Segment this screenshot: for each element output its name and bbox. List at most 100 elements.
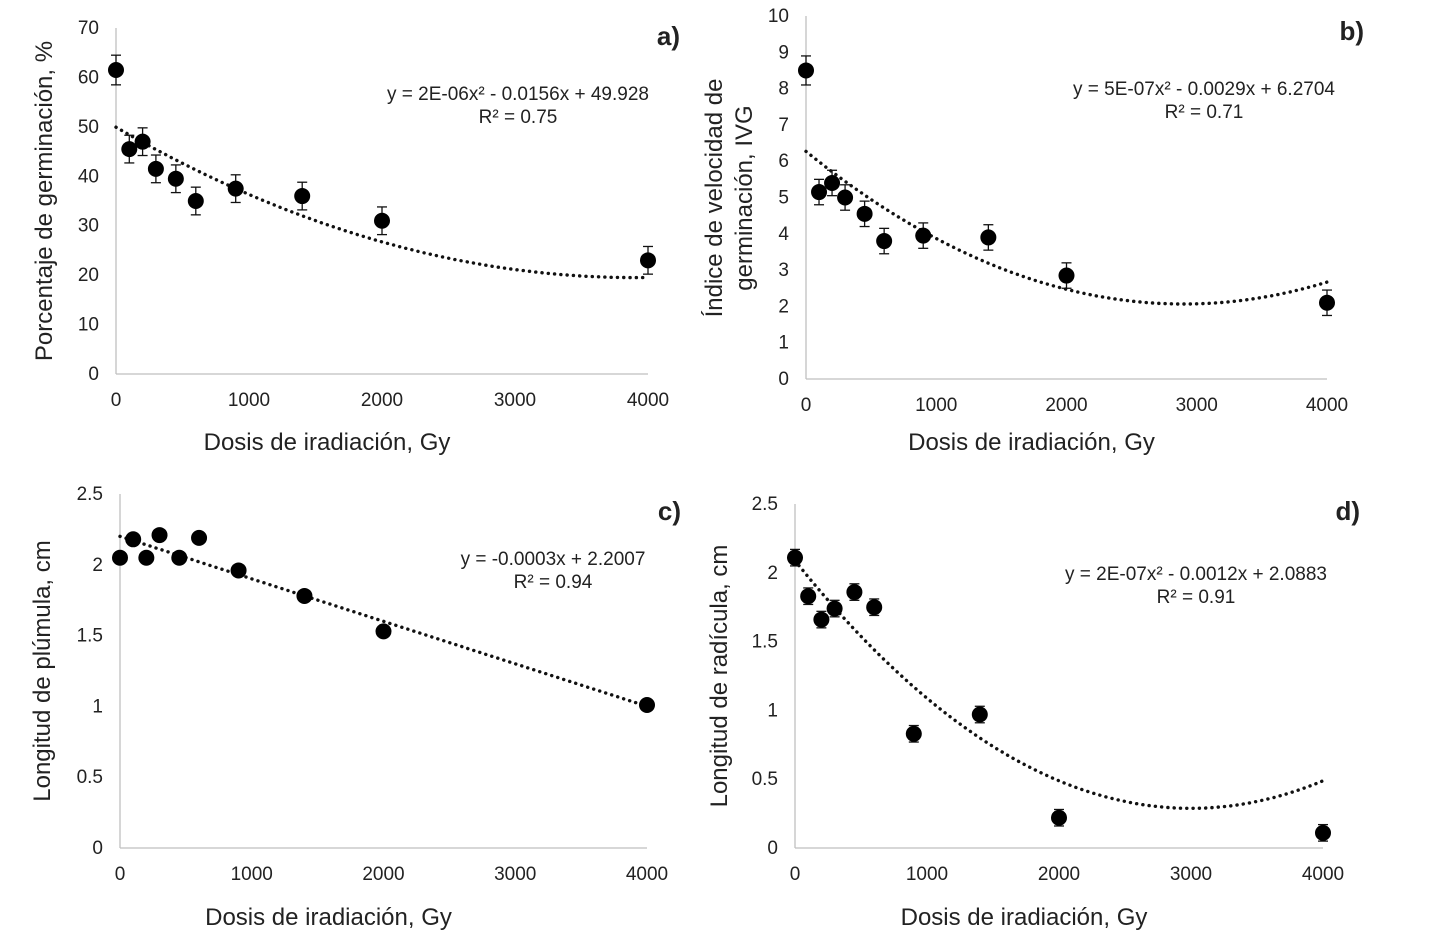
trendline-equation: y = -0.0003x + 2.2007 (461, 549, 646, 570)
trendline-equation: y = 5E-07x² - 0.0029x + 6.2704 (1073, 79, 1335, 100)
x-tick-label: 2000 (1038, 864, 1080, 885)
y-tick-label: 5 (778, 188, 789, 209)
panel-background (700, 0, 1400, 470)
data-point (787, 549, 803, 566)
y-axis-title: Longitud de plúmula, cm (29, 540, 56, 802)
y-tick-label: 2 (778, 296, 789, 317)
trendline-equation: y = 2E-07x² - 0.0012x + 2.0883 (1065, 564, 1327, 585)
panel-label: d) (1335, 496, 1360, 526)
data-point (227, 180, 244, 197)
data-point (375, 623, 392, 640)
data-point (915, 227, 932, 244)
y-tick-label: 1.5 (752, 632, 778, 653)
data-point (108, 62, 124, 79)
r-squared: R² = 0.75 (479, 107, 558, 128)
y-tick-label: 10 (78, 315, 99, 336)
y-tick-label: 0.5 (77, 767, 103, 788)
x-tick-label: 0 (801, 395, 812, 416)
y-tick-label: 1 (767, 700, 778, 721)
y-tick-label: 2.5 (77, 484, 103, 505)
data-point (826, 600, 843, 617)
data-point (151, 527, 168, 544)
data-point (811, 184, 828, 201)
data-point (138, 549, 155, 566)
x-tick-label: 4000 (1302, 864, 1344, 885)
y-tick-label: 2 (767, 563, 778, 584)
y-axis-title: Porcentaje de germinación, % (31, 41, 58, 361)
y-tick-label: 7 (778, 115, 789, 136)
data-point (134, 133, 151, 150)
data-point (171, 549, 188, 566)
data-point (639, 696, 655, 713)
y-axis-title-line: germinación, IVG (731, 105, 758, 290)
data-point (798, 62, 814, 79)
chart-panel-c: 0 0.5 1 1.5 2 2.5 0 1000 2000 3000 4000 Dosis de ir… (0, 470, 700, 940)
y-tick-label: 50 (78, 117, 99, 138)
y-tick-label: 1.5 (77, 626, 103, 647)
trendline (804, 149, 1329, 306)
data-point (121, 141, 138, 158)
r-squared: R² = 0.71 (1165, 102, 1244, 123)
x-axis-title: Dosis de iradiación, Gy (205, 904, 452, 931)
y-tick-label: 0 (767, 838, 778, 859)
x-tick-label: 3000 (494, 864, 536, 885)
y-tick-label: 10 (768, 6, 789, 27)
data-point (112, 549, 128, 566)
data-point (167, 170, 184, 187)
x-tick-label: 2000 (1045, 395, 1087, 416)
y-tick-label: 2 (92, 555, 103, 576)
data-point (1315, 824, 1331, 841)
y-tick-label: 0 (88, 364, 99, 385)
data-point (856, 205, 873, 222)
y-tick-label: 2.5 (752, 494, 778, 515)
y-tick-label: 20 (78, 265, 99, 286)
chart-panel-a: 0 10 20 30 40 50 60 70 0 1000 2000 3000 4000 Dosis de… (0, 0, 700, 470)
x-tick-label: 1000 (915, 395, 957, 416)
y-axis-title: Longitud de radícula, cm (706, 545, 733, 808)
x-tick-label: 3000 (494, 390, 536, 411)
data-point (191, 529, 208, 546)
data-point (866, 599, 883, 616)
data-point (125, 531, 142, 548)
data-point (905, 725, 922, 742)
chart-panel-d: 0 0.5 1 1.5 2 2.5 0 1000 2000 3000 4000 Dosis de ir… (700, 470, 1400, 940)
data-point (837, 189, 854, 206)
y-tick-label: 60 (78, 67, 99, 88)
trendline-equation: y = 2E-06x² - 0.0156x + 49.928 (387, 84, 649, 105)
y-tick-label: 30 (78, 216, 99, 237)
data-point (846, 584, 863, 601)
y-tick-label: 0.5 (752, 769, 778, 790)
data-point (980, 229, 997, 246)
x-axis-title: Dosis de iradiación, Gy (908, 429, 1155, 456)
data-point (147, 160, 164, 177)
x-tick-label: 4000 (627, 390, 669, 411)
chart-panel-b: 0 1 2 3 4 5 6 7 8 9 10 0 1000 2000 3000 4000 Dosis de ir… (700, 0, 1400, 470)
y-tick-label: 8 (778, 79, 789, 100)
x-axis-title: Dosis de iradiación, Gy (204, 429, 451, 456)
x-tick-label: 4000 (1306, 395, 1348, 416)
panel-background (0, 470, 700, 940)
x-tick-label: 4000 (626, 864, 668, 885)
y-tick-label: 1 (92, 696, 103, 717)
data-point (876, 233, 893, 250)
x-tick-label: 1000 (228, 390, 270, 411)
data-point (294, 188, 311, 205)
data-point (640, 252, 656, 269)
data-point (1319, 294, 1335, 311)
panel-background (0, 0, 700, 470)
data-point (824, 174, 841, 191)
x-tick-label: 0 (111, 390, 122, 411)
x-axis-title: Dosis de iradiación, Gy (901, 904, 1148, 931)
x-tick-label: 0 (790, 864, 801, 885)
data-point (813, 611, 830, 628)
data-point (296, 587, 313, 604)
y-tick-label: 70 (78, 18, 99, 39)
y-tick-label: 40 (78, 166, 99, 187)
r-squared: R² = 0.91 (1157, 587, 1236, 608)
y-tick-label: 6 (778, 151, 789, 172)
y-axis-title-line: Índice de velocidad de (701, 79, 728, 318)
y-tick-label: 3 (778, 260, 789, 281)
data-point (374, 212, 390, 229)
trendline (118, 534, 649, 708)
